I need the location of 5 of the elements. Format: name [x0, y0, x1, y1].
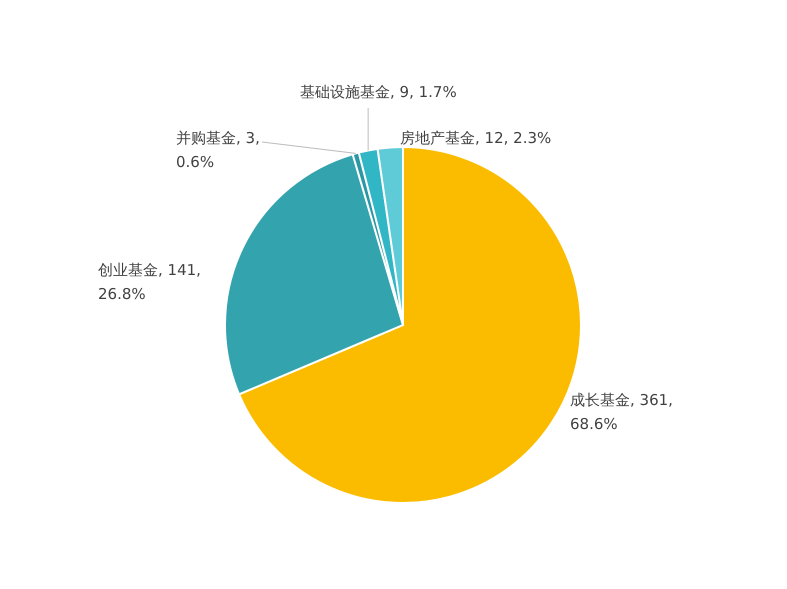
- slice-label: 创业基金, 141, 26.8%: [98, 260, 202, 305]
- slice-label: 基础设施基金, 9, 1.7%: [300, 82, 457, 103]
- slice-label: 房地产基金, 12, 2.3%: [400, 128, 552, 149]
- slice-label: 并购基金, 3, 0.6%: [176, 128, 261, 173]
- slice-label: 成长基金, 361, 68.6%: [570, 390, 674, 435]
